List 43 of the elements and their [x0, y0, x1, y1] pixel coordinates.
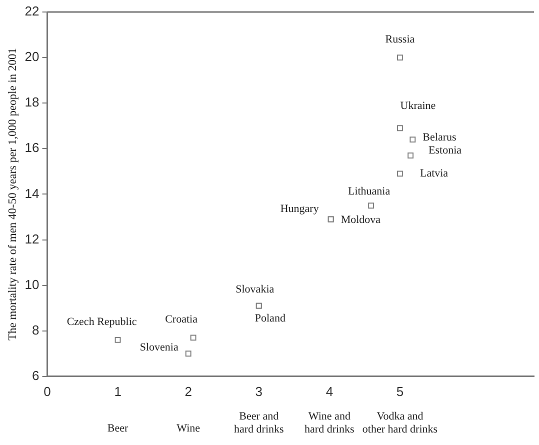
- x-tick-label: 2: [184, 384, 192, 399]
- annotation: Lithuania: [348, 185, 390, 198]
- point: [410, 136, 416, 143]
- x-tick-label: 4: [326, 384, 334, 399]
- x-tick-label: 5: [396, 384, 404, 399]
- annotation: Poland: [254, 312, 286, 325]
- point: [368, 202, 374, 209]
- annotation: Hungary: [280, 203, 320, 216]
- point: [396, 125, 403, 132]
- point: [396, 54, 403, 61]
- annotation: Slovakia: [236, 284, 274, 296]
- y-axis-title: The mortality rate of men 40-50 years per 1,000 people in 2001: [6, 48, 19, 340]
- y-tick-label: 22: [24, 4, 40, 19]
- y-tick-label: 6: [32, 368, 40, 383]
- x-tick-label: 3: [255, 384, 263, 399]
- point: [190, 334, 196, 341]
- annotation: Russia: [385, 33, 415, 46]
- text: Beer: [107, 422, 129, 434]
- point: [408, 152, 414, 158]
- y-tick-label: 16: [24, 140, 40, 156]
- y-tick-label: 10: [24, 276, 40, 292]
- annotation: Slovenia: [140, 342, 178, 354]
- annotation: Belarus: [422, 131, 456, 144]
- annotation: Croatia: [165, 314, 198, 326]
- x-tick-label: 0: [44, 384, 51, 399]
- y-tick-label: 14: [24, 186, 40, 201]
- annotation: Latvia: [420, 168, 448, 180]
- text: Wine and hard drinks: [304, 410, 354, 436]
- text: Wine: [176, 422, 200, 434]
- point: [185, 350, 192, 357]
- text: Vodka and other hard drinks: [362, 410, 438, 436]
- annotation: Ukraine: [400, 100, 436, 112]
- y-tick-label: 20: [24, 49, 40, 64]
- x-tick-label: 1: [114, 384, 122, 399]
- y-tick-label: 18: [24, 94, 40, 110]
- point: [114, 336, 121, 343]
- y-tick-label: 8: [32, 322, 40, 338]
- annotation: Moldova: [340, 214, 381, 226]
- y-tick-label: 12: [24, 231, 40, 246]
- point: [396, 170, 403, 177]
- annotation: Czech Republic: [66, 316, 137, 328]
- text: Beer and hard drinks: [234, 410, 284, 436]
- annotation: Estonia: [428, 144, 462, 156]
